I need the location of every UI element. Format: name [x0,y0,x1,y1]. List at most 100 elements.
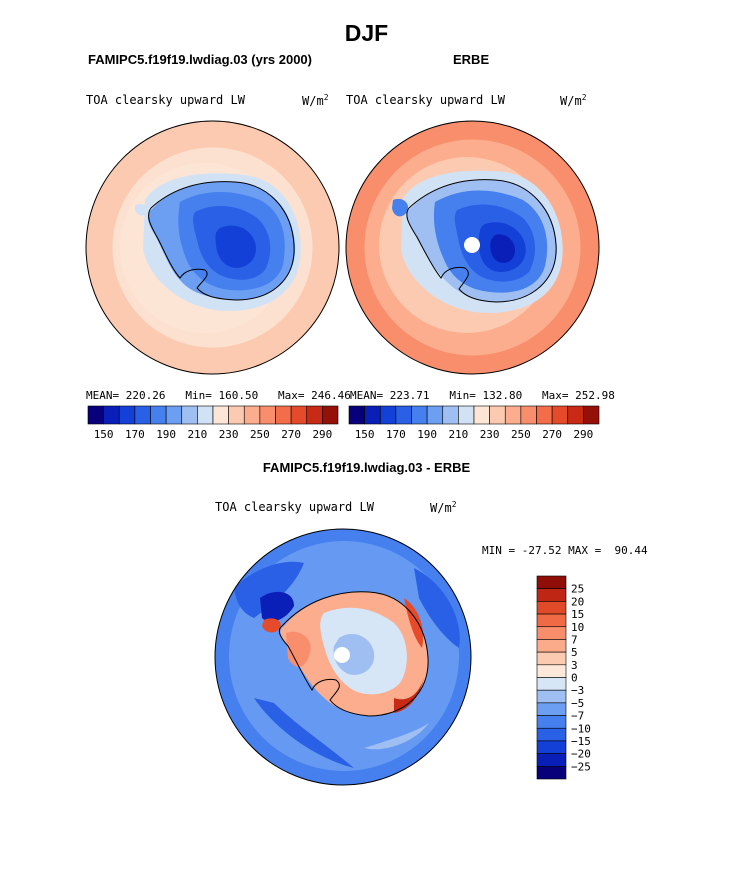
diff-colorbar-tick-label: −20 [571,748,591,761]
colorbar-swatch [322,405,339,425]
diff-colorbar-tick-label: −7 [571,710,584,723]
colorbar-swatch [103,405,120,425]
diff-colorbar-tick-label: 10 [571,621,584,634]
colorbar-swatch [395,405,412,425]
diff-colorbar-tick-label: −5 [571,697,584,710]
left-map-coastline [148,181,295,301]
colorbar-tick-label: 290 [573,428,593,441]
diff-colorbar-swatch [536,601,567,615]
diff-colorbar-swatch [536,575,567,589]
colorbar-swatch [118,405,136,425]
colorbar-swatch [426,405,444,425]
colorbar-swatch [165,405,183,425]
right-map-coastline [406,179,557,303]
diff-colorbar-tick-label: 15 [571,608,584,621]
diff-colorbar-tick-label: 3 [571,659,578,672]
diff-colorbar-tick-label: 7 [571,633,578,646]
colorbar-tick-label: 170 [386,428,406,441]
diff-colorbar-swatch [536,753,567,767]
right-colorbar: 150 170 190 210 230 250 270 290 [348,405,600,441]
colorbar-swatch [442,405,459,425]
diff-colorbar-tick-label: 20 [571,595,584,608]
diff-colorbar-swatch [536,727,567,742]
diff-colorbar-swatch [536,715,567,729]
colorbar-swatch [458,405,475,425]
left-polar-map [85,120,340,375]
diff-colorbar-tick-label: 0 [571,672,578,685]
colorbar-swatch [504,405,522,425]
diff-map-missing-data-pole [334,647,350,663]
colorbar-swatch [536,405,553,425]
left-stats: MEAN= 220.26 Min= 160.50 Max= 246.46 [86,389,351,402]
colorbar-tick-label: 150 [355,428,375,441]
colorbar-tick-label: 170 [125,428,145,441]
colorbar-swatch [181,405,198,425]
diff-panel-title: FAMIPC5.f19f19.lwdiag.03 - ERBE [262,460,471,475]
colorbar-tick-label: 230 [219,428,239,441]
colorbar-swatch [473,405,490,425]
colorbar-tick-label: 290 [312,428,332,441]
diff-polar-map [214,528,472,786]
right-units-label: W/m2 [560,93,587,108]
diff-colorbar-swatch [536,639,567,653]
left-panel-title: FAMIPC5.f19f19.lwdiag.03 (yrs 2000) [88,52,312,67]
diff-colorbar-tick-label: −10 [571,722,591,735]
diff-map-coastline [278,591,429,717]
colorbar-swatch [551,405,569,425]
colorbar-tick-label: 250 [250,428,270,441]
diff-colorbar-swatch [536,740,567,754]
right-variable-label: TOA clearsky upward LW [346,93,505,107]
colorbar-swatch [259,405,276,425]
diff-units-label: W/m2 [430,500,457,515]
colorbar-swatch [228,405,245,425]
diff-colorbar-swatch [536,588,567,602]
colorbar-swatch [489,405,506,425]
colorbar-tick-label: 150 [94,428,114,441]
colorbar-tick-label: 230 [480,428,500,441]
colorbar-swatch [212,405,229,425]
colorbar-swatch [290,405,308,425]
diff-colorbar-swatch [536,766,567,780]
colorbar-swatch [306,405,323,425]
diff-colorbar-swatch [536,613,567,628]
colorbar-tick-label: 250 [511,428,531,441]
colorbar-swatch [379,405,397,425]
colorbar-swatch [364,405,381,425]
right-stats: MEAN= 223.71 Min= 132.80 Max= 252.98 [350,389,615,402]
diff-colorbar-swatch [536,664,567,678]
diff-colorbar-tick-label: 25 [571,583,584,596]
diff-variable-label: TOA clearsky upward LW [215,500,374,514]
colorbar-swatch [150,405,167,425]
colorbar-tick-label: 190 [417,428,437,441]
left-variable-label: TOA clearsky upward LW [86,93,245,107]
diff-colorbar-swatch [536,677,567,691]
colorbar-swatch [411,405,428,425]
colorbar-tick-label: 270 [281,428,301,441]
colorbar-swatch [134,405,151,425]
colorbar-swatch [583,405,600,425]
diff-colorbar-tick-label: −3 [571,684,584,697]
right-polar-map [345,120,600,375]
diff-colorbar-tick-label: −15 [571,735,591,748]
colorbar-swatch [243,405,261,425]
colorbar-swatch [520,405,537,425]
diff-colorbar-swatch [536,651,567,666]
colorbar-tick-label: 210 [187,428,207,441]
colorbar-swatch [275,405,292,425]
season-title: DJF [344,20,389,46]
diff-colorbar-swatch [536,689,567,704]
diff-colorbar-swatch [536,702,567,716]
left-colorbar: 150 170 190 210 230 250 270 290 [87,405,339,441]
diff-minmax: MIN = -27.52 MAX = 90.44 [482,544,648,557]
diff-colorbar-tick-label: 5 [571,646,578,659]
diff-colorbar-tick-label: −25 [571,760,591,773]
right-panel-title: ERBE [453,52,490,67]
diff-colorbar-swatch [536,626,567,640]
colorbar-swatch [87,405,104,425]
right-map-missing-data-pole [464,237,480,253]
colorbar-swatch [348,405,365,425]
colorbar-tick-label: 210 [448,428,468,441]
colorbar-tick-label: 270 [542,428,562,441]
left-units-label: W/m2 [302,93,329,108]
